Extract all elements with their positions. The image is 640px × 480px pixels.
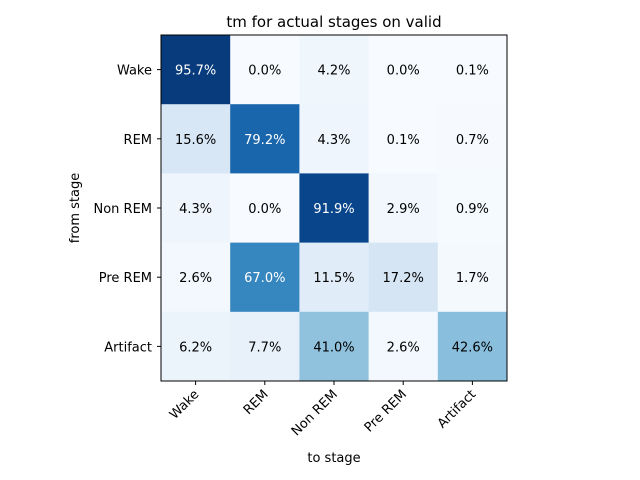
heatmap-cell — [161, 104, 231, 174]
heatmap-cell — [230, 311, 300, 382]
heatmap-cell — [437, 311, 508, 382]
heatmap-cell — [368, 311, 439, 382]
cell-value-label: 4.2% — [317, 64, 350, 79]
x-tick-label: Non REM — [289, 387, 341, 439]
cell-value-label: 4.3% — [179, 202, 212, 217]
cell-value-label: 2.6% — [387, 340, 420, 355]
cell-value-label: 79.2% — [244, 133, 285, 148]
heatmap-cell — [230, 35, 300, 105]
heatmap-cell — [368, 173, 439, 244]
heatmap-cell — [299, 311, 370, 382]
heatmap-cell — [230, 242, 300, 313]
x-tick-label: REM — [241, 387, 272, 418]
heatmap-cell — [230, 104, 300, 174]
y-tick-label: Non REM — [93, 202, 152, 217]
cell-value-label: 2.6% — [179, 271, 212, 286]
cell-value-label: 2.9% — [387, 202, 420, 217]
heatmap-cells: 95.7% 0.0% 4.2% 0.0% 0.1% 15.6% 79.2% 4.3% 0.1% 0… — [161, 35, 508, 382]
cell-value-label: 67.0% — [244, 271, 285, 286]
cell-value-label: 6.2% — [179, 340, 212, 355]
cell-value-label: 0.0% — [387, 64, 420, 79]
cell-value-label: 0.9% — [456, 202, 489, 217]
cell-value-label: 15.6% — [175, 133, 216, 148]
y-tick-label: Wake — [117, 64, 152, 79]
heatmap-cell — [161, 242, 231, 313]
cell-value-label: 0.7% — [456, 133, 489, 148]
cell-value-label: 41.0% — [313, 340, 354, 355]
y-tick-label: REM — [124, 133, 152, 148]
heatmap-cell — [161, 311, 231, 382]
heatmap-cell — [368, 242, 439, 313]
heatmap-cell — [299, 173, 370, 244]
y-axis-label: from stage — [68, 173, 83, 243]
y-axis-ticks: Wake REM Non REM Pre REM Artifact — [93, 64, 161, 355]
heatmap-cell — [437, 173, 508, 244]
heatmap-cell — [437, 242, 508, 313]
x-tick-label: Pre REM — [362, 387, 410, 435]
cell-value-label: 0.1% — [456, 64, 489, 79]
x-axis-ticks: Wake REM Non REM Pre REM Artifact — [167, 381, 479, 439]
cell-value-label: 7.7% — [248, 340, 281, 355]
heatmap-cell — [437, 35, 508, 105]
heatmap-cell — [161, 35, 231, 105]
heatmap-cell — [368, 35, 439, 105]
heatmap-cell — [230, 173, 300, 244]
heatmap-cell — [299, 242, 370, 313]
cell-value-label: 0.1% — [387, 133, 420, 148]
heatmap-cell — [299, 104, 370, 174]
heatmap-cell — [161, 173, 231, 244]
cell-value-label: 1.7% — [456, 271, 489, 286]
x-tick-label: Artifact — [435, 387, 479, 431]
heatmap-cell — [368, 104, 439, 174]
cell-value-label: 0.0% — [248, 64, 281, 79]
cell-value-label: 17.2% — [383, 271, 424, 286]
cell-value-label: 91.9% — [313, 202, 354, 217]
x-tick-label: Wake — [167, 387, 202, 422]
cell-value-label: 42.6% — [452, 340, 493, 355]
cell-value-label: 4.3% — [317, 133, 350, 148]
x-axis-label: to stage — [307, 451, 360, 466]
heatmap-cell — [437, 104, 508, 174]
y-tick-label: Pre REM — [99, 271, 152, 286]
chart-title: tm for actual stages on valid — [226, 13, 441, 31]
cell-value-label: 11.5% — [313, 271, 354, 286]
cell-value-label: 95.7% — [175, 64, 216, 79]
y-tick-label: Artifact — [104, 340, 152, 355]
cell-value-label: 0.0% — [248, 202, 281, 217]
heatmap-cell — [299, 35, 370, 105]
